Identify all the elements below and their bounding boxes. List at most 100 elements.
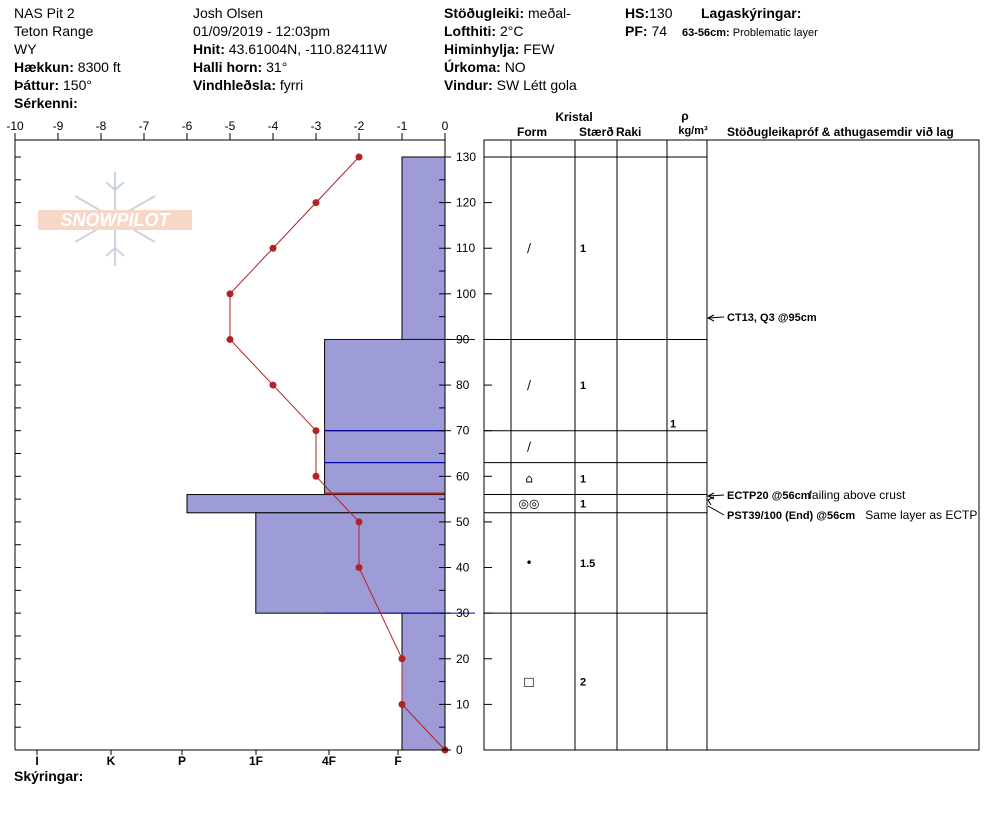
logo-text: SNOWPILOT (61, 210, 172, 230)
precip-label: Úrkoma: (444, 59, 501, 75)
wind-value: SW Létt gola (496, 77, 577, 93)
crystal-form-icon: ◎◎ (519, 497, 540, 511)
temp-tick-label: -4 (268, 119, 279, 133)
depth-tick-label: 50 (456, 515, 470, 529)
temperature-point (269, 244, 277, 252)
header-density-symbol: ρ (681, 109, 688, 123)
crystal-size: 1 (580, 243, 586, 255)
aspect-value: 150° (63, 77, 92, 93)
coords: Hnit: 43.61004N, -110.82411W (193, 40, 387, 58)
features-label: Sérkenni: (14, 95, 78, 111)
depth-tick-label: 130 (456, 150, 476, 164)
pit-name: NAS Pit 2 (14, 5, 75, 21)
layer-note: 63-56cm: Problematic layer (682, 24, 818, 42)
test-arrow-line (707, 505, 725, 516)
stability: Stöðugleiki: meðal- (444, 4, 571, 22)
arrow-head-icon (707, 496, 715, 506)
crystal-form-icon: / (527, 241, 532, 255)
temp-tick-label: -7 (139, 119, 150, 133)
features: Sérkenni: (14, 94, 78, 112)
crystal-form-icon: / (527, 440, 532, 454)
test-label-bold: PST39/100 (End) @56cm (727, 510, 855, 522)
temp-tick-label: -6 (182, 119, 193, 133)
temperature-profile (226, 153, 449, 754)
hardness-tick-label: F (394, 754, 401, 768)
sky: Himinhylja: FEW (444, 40, 554, 58)
header-crystal: Kristal (555, 110, 592, 124)
hs-value: 130 (649, 5, 673, 21)
coords-value: 43.61004N, -110.82411W (228, 41, 388, 57)
stability-label: Stöðugleiki: (444, 5, 525, 21)
layer-note-range: 63-56cm: (682, 27, 730, 39)
aspect-label: Þáttur: (14, 77, 60, 93)
temp-tick-label: -8 (96, 119, 107, 133)
slope: Halli horn: 31° (193, 58, 287, 76)
temperature-point (398, 700, 406, 708)
temperature-point (226, 335, 234, 343)
temp-tick-label: -1 (397, 119, 408, 133)
coords-label: Hnit: (193, 41, 225, 57)
temperature-point (312, 427, 320, 435)
elevation-label: Hækkun: (14, 59, 74, 75)
temp-tick-label: -2 (354, 119, 365, 133)
hardness-bar (186, 494, 446, 514)
table-rows: / 1 / 1 / ⌂ 1 ◎◎ 1 • 1.5 □ 2 1 CT13, Q3 @95cm ECTP20 @5… (484, 156, 977, 689)
crystal-form-icon: / (527, 378, 532, 392)
precip: Úrkoma: NO (444, 58, 526, 76)
depth-tick-label: 80 (456, 378, 470, 392)
temp-tick-label: -9 (53, 119, 64, 133)
hardness-tick-label: K (107, 754, 116, 768)
hardness-bar (401, 156, 446, 340)
layer-table: Kristal Form Stærð Raki ρ kg/m³ Stöðugle… (483, 109, 980, 751)
depth-tick-label: 100 (456, 287, 476, 301)
sky-value: FEW (523, 41, 555, 57)
test-label-text: failing above crust (809, 488, 906, 502)
temperature-point (312, 199, 320, 207)
density-value: 1 (670, 419, 676, 431)
air-temp-value: 2°C (499, 23, 524, 39)
temperature-point (355, 153, 363, 161)
temperature-point (269, 381, 277, 389)
hardness-tick-label: 1F (249, 754, 263, 768)
hardness-tick-label: 4F (322, 754, 336, 768)
precip-value: NO (504, 59, 526, 75)
hardness-bar (255, 512, 446, 614)
hs: HS:130 (625, 4, 672, 22)
header-tests: Stöðugleikapróf & athugasemdir við lag (727, 125, 954, 139)
depth-tick-label: 70 (456, 424, 470, 438)
hardness-bar (401, 612, 446, 751)
aspect: Þáttur: 150° (14, 76, 92, 94)
air-temp-label: Lofthiti: (444, 23, 497, 39)
hardness-bar (324, 462, 446, 496)
layer-note-text: Problematic layer (732, 27, 818, 39)
temp-tick-label: -5 (225, 119, 236, 133)
depth-tick-label: 30 (456, 606, 470, 620)
wind-loading-label: Vindhleðsla: (193, 77, 276, 93)
hardness-bar (324, 338, 446, 432)
snowpilot-logo: SNOWPILOT (38, 172, 192, 266)
crystal-form-icon: □ (523, 675, 534, 689)
crystal-form-icon: • (525, 556, 532, 570)
wind: Vindur: SW Létt gola (444, 76, 577, 94)
wind-loading: Vindhleðsla: fyrri (193, 76, 303, 94)
hardness-tick-label: I (35, 754, 38, 768)
observer: Josh Olsen (193, 5, 264, 21)
crystal-size: 1 (580, 380, 586, 392)
pf-value: 74 (651, 23, 668, 39)
temperature-point (355, 518, 363, 526)
test-label-text: Same layer as ECTP (865, 508, 977, 522)
temperature-point (355, 564, 363, 572)
crystal-size: 2 (580, 677, 586, 689)
test-arrow-line (707, 316, 725, 319)
header-size: Stærð (579, 125, 614, 139)
temp-tick-label: -10 (6, 119, 24, 133)
depth-tick-label: 0 (456, 743, 463, 757)
datetime: 01/09/2019 - 12:03pm (193, 23, 330, 39)
range: Teton Range (14, 23, 94, 39)
slope-value: 31° (266, 59, 288, 75)
depth-tick-label: 10 (456, 697, 470, 711)
logo-banner (38, 210, 192, 230)
stability-value: meðal- (528, 5, 571, 21)
temperature-point (312, 472, 320, 480)
